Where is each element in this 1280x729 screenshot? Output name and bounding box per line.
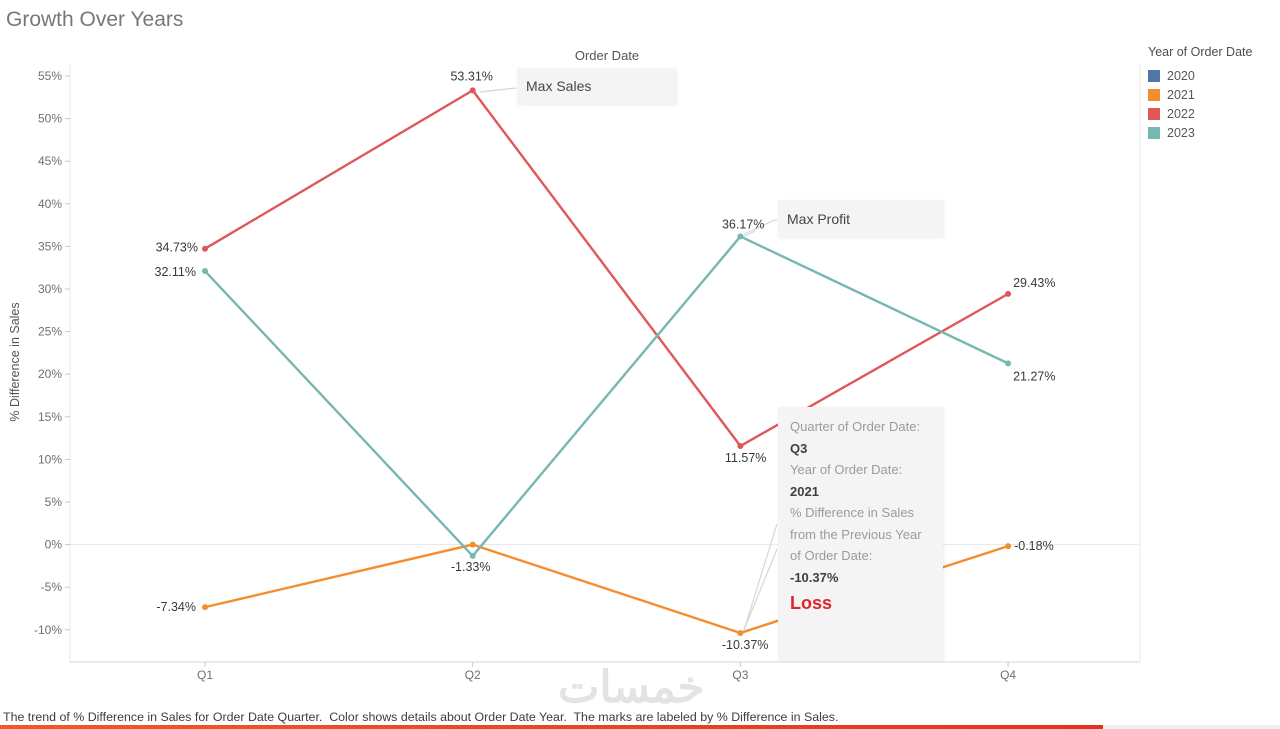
data-point-2021-Q4[interactable] [1005, 543, 1012, 550]
series-line-2023[interactable] [204, 235, 1009, 558]
tooltip-row-quarter: Quarter of Order Date: Q3 [790, 416, 931, 459]
max-profit-label: Max Profit [787, 210, 851, 227]
tooltip-row-year: Year of Order Date: 2021 [790, 459, 931, 502]
value-label-2022-Q3: 11.57% [725, 451, 766, 465]
video-progress-bar[interactable] [0, 725, 1280, 729]
data-point-2023-Q4[interactable] [1005, 360, 1012, 367]
legend-label: 2023 [1167, 125, 1195, 140]
legend-swatch-2022 [1148, 107, 1160, 120]
loss-label: Loss [790, 593, 833, 613]
annotation-max-sales: Max Sales [517, 68, 676, 104]
data-point-2023-Q2[interactable] [469, 552, 476, 559]
y-tick-label: 30% [38, 282, 62, 296]
legend-swatch-2020 [1148, 69, 1160, 82]
y-tick-label: 25% [38, 325, 62, 339]
annotation-tooltip: Quarter of Order Date: Q3 Year of Order … [778, 407, 943, 660]
y-tick-label: 15% [38, 410, 62, 424]
annotation-leader-line [743, 218, 778, 235]
value-label-2021-Q4: -0.18% [1014, 539, 1054, 553]
annotation-leader-line [743, 548, 778, 631]
tooltip-label: Quarter of Order Date: [790, 419, 921, 434]
legend-item-2021[interactable]: 2021 [1148, 85, 1252, 104]
value-label-2022-Q1: 34.73% [156, 241, 198, 255]
khamsat-watermark: خمسات [558, 663, 705, 712]
x-tick-label: Q3 [732, 668, 748, 682]
legend: Year of Order Date 2020 2021 2022 2023 [1148, 45, 1252, 142]
tooltip-value: Q3 [790, 440, 808, 456]
tooltip-value: 2021 [790, 483, 819, 499]
y-tick-label: -10% [34, 623, 62, 637]
tooltip-label: % Difference in Sales from the Previous … [790, 505, 922, 563]
y-tick-label: 20% [38, 367, 62, 381]
progress-fill [0, 725, 1103, 729]
x-tick-label: Q1 [197, 668, 213, 682]
data-point-2021-Q1[interactable] [202, 604, 208, 611]
chart-caption: The trend of % Difference in Sales for O… [3, 710, 839, 724]
value-label-2021-Q3: -10.37% [722, 638, 769, 652]
annotation-leader-line [743, 523, 778, 631]
y-tick-label: 10% [38, 452, 62, 466]
legend-label: 2021 [1167, 87, 1195, 102]
data-point-2022-Q3[interactable] [737, 443, 744, 450]
legend-item-2023[interactable]: 2023 [1148, 123, 1252, 142]
page-title: Growth Over Years [6, 8, 184, 31]
x-tick-label: Q2 [465, 668, 481, 682]
legend-swatch-2023 [1148, 126, 1160, 139]
data-point-2023-Q3[interactable] [737, 233, 744, 240]
annotation-leader-line [479, 87, 517, 93]
value-label-2023-Q4: 21.27% [1013, 369, 1055, 383]
data-point-2021-Q3[interactable] [737, 629, 744, 636]
tooltip-label: Year of Order Date: [790, 462, 903, 477]
y-tick-label: 0% [45, 538, 63, 552]
legend-title: Year of Order Date [1148, 45, 1253, 59]
tooltip-row-diff: % Difference in Sales from the Previous … [790, 502, 931, 588]
y-tick-label: 55% [38, 69, 62, 83]
y-tick-label: -5% [41, 580, 63, 594]
value-label-2022-Q2: 53.31% [450, 69, 492, 83]
legend-label: 2022 [1167, 106, 1195, 121]
annotation-leader-line [741, 230, 756, 238]
y-tick-label: 45% [38, 154, 62, 168]
value-label-2022-Q4: 29.43% [1013, 276, 1055, 290]
legend-swatch-2021 [1148, 88, 1160, 101]
legend-label: 2020 [1167, 68, 1195, 83]
column-header: Order Date [574, 48, 640, 63]
data-point-2022-Q4[interactable] [1005, 290, 1012, 297]
value-label-2023-Q3: 36.17% [722, 217, 764, 231]
series-line-2022[interactable] [204, 89, 1009, 448]
max-sales-label: Max Sales [526, 78, 592, 94]
value-label-2023-Q2: -1.33% [451, 560, 491, 574]
value-label-2023-Q1: 32.11% [155, 265, 196, 279]
data-point-2022-Q1[interactable] [202, 245, 208, 252]
tooltip-value: -10.37% [790, 569, 839, 585]
y-axis-title: % Difference in Sales [8, 302, 22, 422]
legend-items: 2020 2021 2022 2023 [1148, 66, 1252, 142]
y-tick-label: 35% [38, 239, 62, 253]
legend-item-2022[interactable]: 2022 [1148, 104, 1252, 123]
y-tick-label: 50% [38, 112, 62, 126]
data-point-2023-Q1[interactable] [202, 268, 208, 275]
y-tick-label: 5% [45, 495, 63, 509]
data-point-2021-Q2[interactable] [469, 541, 476, 548]
legend-item-2020[interactable]: 2020 [1148, 66, 1252, 85]
y-tick-label: 40% [38, 197, 62, 211]
x-tick-label: Q4 [1000, 668, 1016, 682]
data-point-2022-Q2[interactable] [469, 87, 476, 94]
value-label-2021-Q1: -7.34% [156, 600, 196, 614]
annotation-max-profit: Max Profit [778, 200, 943, 237]
